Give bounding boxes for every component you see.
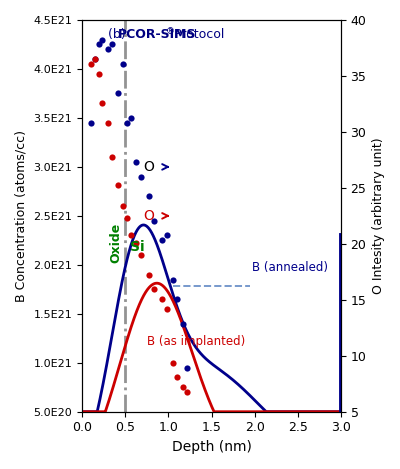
Point bbox=[92, 55, 98, 63]
Point bbox=[146, 192, 153, 200]
Point bbox=[138, 251, 144, 259]
Text: B (as implanted): B (as implanted) bbox=[147, 335, 245, 348]
Y-axis label: O Intesity (arbitrary unit): O Intesity (arbitrary unit) bbox=[372, 137, 385, 294]
Point bbox=[170, 276, 176, 283]
Text: Si: Si bbox=[130, 240, 145, 254]
Point bbox=[124, 119, 130, 127]
Text: PCOR-SIMS: PCOR-SIMS bbox=[118, 28, 197, 41]
Point bbox=[184, 364, 190, 371]
Point bbox=[128, 232, 134, 239]
Point bbox=[88, 61, 94, 68]
Point bbox=[174, 374, 180, 381]
Point bbox=[96, 70, 102, 77]
Point bbox=[146, 271, 153, 279]
Point bbox=[170, 359, 176, 366]
Text: ®: ® bbox=[166, 27, 175, 36]
Point bbox=[150, 217, 157, 225]
Point bbox=[184, 388, 190, 396]
Text: O: O bbox=[143, 160, 154, 174]
Point bbox=[138, 173, 144, 181]
Point bbox=[92, 55, 98, 63]
Point bbox=[180, 320, 186, 327]
Point bbox=[180, 384, 186, 391]
Y-axis label: B Concentration (atoms/cc): B Concentration (atoms/cc) bbox=[15, 130, 28, 302]
Point bbox=[105, 119, 111, 127]
Point bbox=[115, 90, 122, 97]
Text: B (annealed): B (annealed) bbox=[252, 261, 328, 274]
Text: Oxide: Oxide bbox=[109, 223, 122, 264]
Point bbox=[115, 181, 122, 188]
Text: (b): (b) bbox=[108, 28, 130, 41]
Point bbox=[124, 214, 130, 221]
Point bbox=[164, 305, 170, 313]
Point bbox=[128, 114, 134, 121]
Point bbox=[109, 153, 116, 161]
Point bbox=[159, 236, 166, 244]
Point bbox=[99, 99, 105, 107]
Point bbox=[88, 119, 94, 127]
Point bbox=[150, 286, 157, 293]
Point bbox=[96, 41, 102, 48]
Point bbox=[109, 41, 116, 48]
Point bbox=[159, 295, 166, 303]
Point bbox=[120, 202, 126, 210]
Point bbox=[174, 295, 180, 303]
Point bbox=[99, 36, 105, 43]
Point bbox=[164, 232, 170, 239]
Point bbox=[133, 158, 140, 166]
Point bbox=[133, 240, 140, 247]
X-axis label: Depth (nm): Depth (nm) bbox=[172, 440, 252, 454]
Text: O: O bbox=[143, 209, 154, 223]
Point bbox=[105, 45, 111, 53]
Text: Protocol: Protocol bbox=[170, 28, 224, 41]
Point bbox=[120, 61, 126, 68]
